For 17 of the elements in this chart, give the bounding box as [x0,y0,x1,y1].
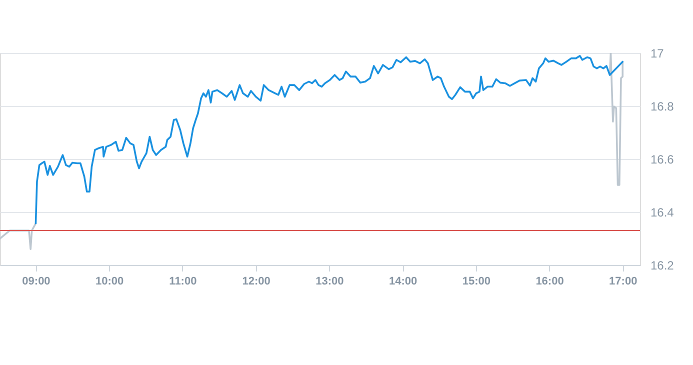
y-tick-label: 16.8 [650,100,674,114]
x-tick-label: 17:00 [609,276,638,288]
x-tick-label: 10:00 [96,276,124,288]
x-tick-label: 09:00 [22,276,50,288]
x-tick-label: 14:00 [388,276,418,288]
x-tick-label: 13:00 [316,276,344,288]
y-tick-label: 16.6 [650,152,674,166]
x-tick-label: 12:00 [242,276,270,288]
y-tick-label: 16.2 [650,258,674,272]
line-series [0,222,37,250]
line-series [34,55,624,224]
x-tick-label: 16:00 [536,276,564,288]
y-tick-label: 17 [650,46,664,60]
line-series [608,53,624,186]
x-tick-label: 11:00 [169,276,197,288]
x-tick-label: 15:00 [462,276,490,288]
y-tick-label: 16.4 [650,206,674,220]
